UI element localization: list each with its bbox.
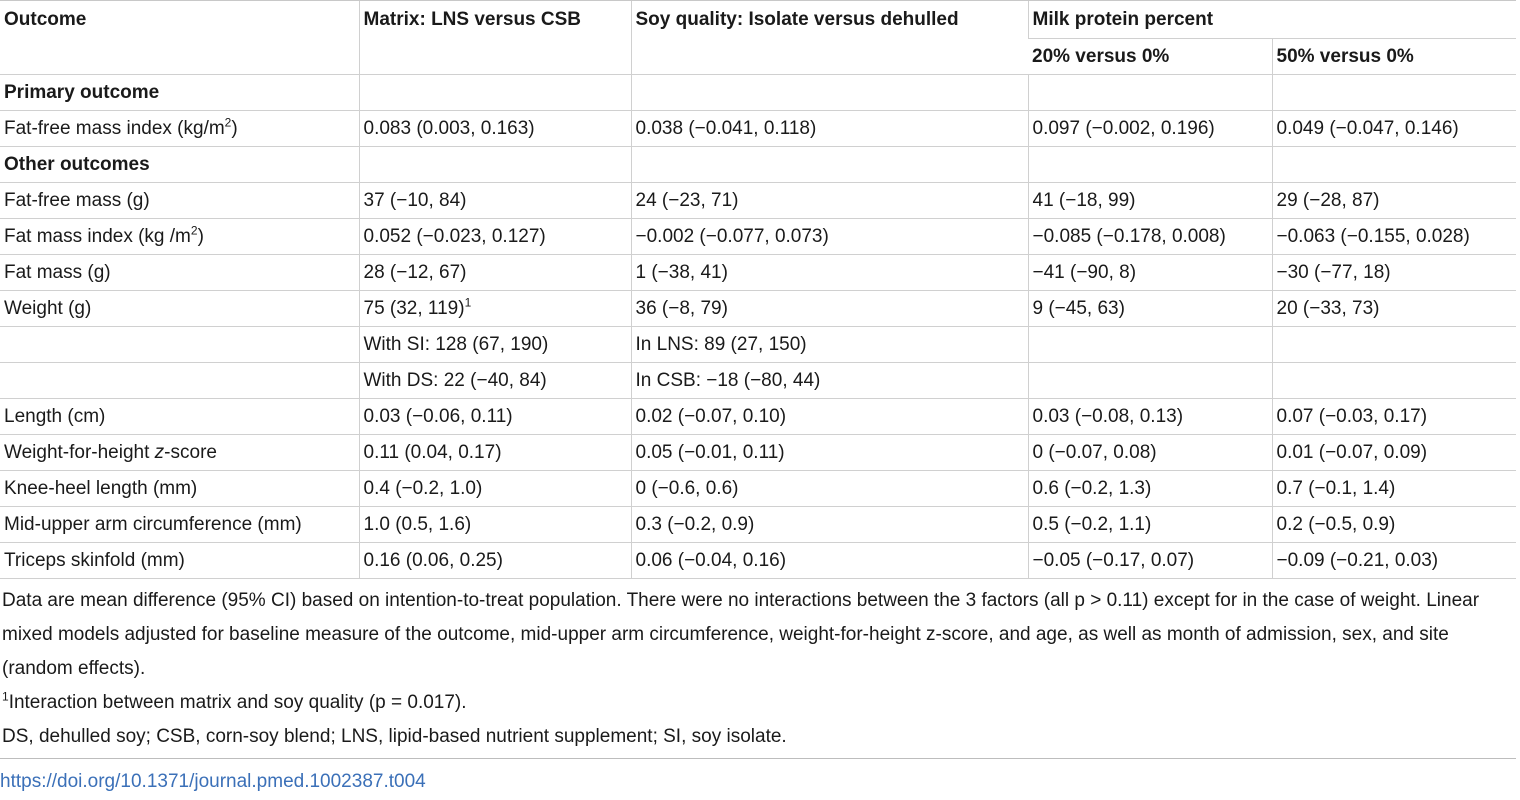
table-row: Weight (g) 75 (32, 119)1 36 (−8, 79) 9 (… xyxy=(0,290,1516,327)
table-row: Other outcomes xyxy=(0,146,1516,183)
cell-matrix: 0.4 (−0.2, 1.0) xyxy=(358,470,631,507)
table-row: Mid-upper arm circumference (mm) 1.0 (0.… xyxy=(0,506,1516,543)
header-soy-quality: Soy quality: Isolate versus dehulled xyxy=(630,0,1028,75)
footnote-marker: 1 xyxy=(464,295,472,310)
cell-matrix: 37 (−10, 84) xyxy=(358,182,631,219)
cell-matrix: With DS: 22 (−40, 84) xyxy=(358,362,631,399)
cell-soy: In CSB: −18 (−80, 44) xyxy=(630,362,1028,399)
cell-milk-50: −0.09 (−0.21, 0.03) xyxy=(1271,542,1516,579)
table-row: Fat-free mass (g) 37 (−10, 84) 24 (−23, … xyxy=(0,182,1516,219)
cell-matrix: With SI: 128 (67, 190) xyxy=(358,326,631,363)
note-abbreviations: DS, dehulled soy; CSB, corn-soy blend; L… xyxy=(2,726,787,747)
cell-milk-50: 0.049 (−0.047, 0.146) xyxy=(1271,110,1516,147)
cell-milk-50: 29 (−28, 87) xyxy=(1271,182,1516,219)
header-matrix: Matrix: LNS versus CSB xyxy=(358,0,631,75)
results-table: Outcome Matrix: LNS versus CSB Soy quali… xyxy=(0,0,1516,579)
table-row: Fat mass (g) 28 (−12, 67) 1 (−38, 41) −4… xyxy=(0,254,1516,291)
cell-matrix: 0.16 (0.06, 0.25) xyxy=(358,542,631,579)
cell-milk-50: 0.7 (−0.1, 1.4) xyxy=(1271,470,1516,507)
cell-matrix: 0.03 (−0.06, 0.11) xyxy=(358,398,631,435)
cell-matrix: 0.11 (0.04, 0.17) xyxy=(358,434,631,471)
cell-soy: 0.05 (−0.01, 0.11) xyxy=(630,434,1028,471)
cell-milk-20: 0.03 (−0.08, 0.13) xyxy=(1027,398,1272,435)
note-main: Data are mean difference (95% CI) based … xyxy=(2,590,1480,679)
cell-milk-20: 0.097 (−0.002, 0.196) xyxy=(1027,110,1272,147)
cell-soy: 24 (−23, 71) xyxy=(630,182,1028,219)
cell-milk-20: −41 (−90, 8) xyxy=(1027,254,1272,291)
table-row: Weight-for-height z-score 0.11 (0.04, 0.… xyxy=(0,434,1516,471)
cell-soy: 0.3 (−0.2, 0.9) xyxy=(630,506,1028,543)
table-row: With SI: 128 (67, 190) In LNS: 89 (27, 1… xyxy=(0,326,1516,363)
cell-milk-20: −0.085 (−0.178, 0.008) xyxy=(1027,218,1272,255)
row-label: Fat-free mass (g) xyxy=(0,182,359,219)
cell-milk-50: −0.063 (−0.155, 0.028) xyxy=(1271,218,1516,255)
cell-soy: 0.038 (−0.041, 0.118) xyxy=(630,110,1028,147)
table-row: Triceps skinfold (mm) 0.16 (0.06, 0.25) … xyxy=(0,542,1516,579)
row-label: Fat mass (g) xyxy=(0,254,359,291)
cell-matrix: 75 (32, 119)1 xyxy=(358,290,631,327)
table-row: With DS: 22 (−40, 84) In CSB: −18 (−80, … xyxy=(0,362,1516,399)
cell-soy: 36 (−8, 79) xyxy=(630,290,1028,327)
table-row: Length (cm) 0.03 (−0.06, 0.11) 0.02 (−0.… xyxy=(0,398,1516,435)
row-label: Weight (g) xyxy=(0,290,359,327)
cell-soy: 0.06 (−0.04, 0.16) xyxy=(630,542,1028,579)
cell-milk-20: 0 (−0.07, 0.08) xyxy=(1027,434,1272,471)
cell-matrix: 0.083 (0.003, 0.163) xyxy=(358,110,631,147)
cell-milk-50: 0.01 (−0.07, 0.09) xyxy=(1271,434,1516,471)
cell-milk-50: −30 (−77, 18) xyxy=(1271,254,1516,291)
cell-milk-20: 0.5 (−0.2, 1.1) xyxy=(1027,506,1272,543)
cell-soy: 0.02 (−0.07, 0.10) xyxy=(630,398,1028,435)
cell-matrix: 28 (−12, 67) xyxy=(358,254,631,291)
table-row: Fat-free mass index (kg/m2) 0.083 (0.003… xyxy=(0,110,1516,147)
row-label: Fat-free mass index (kg/m2) xyxy=(0,110,359,147)
header-milk-20: 20% versus 0% xyxy=(1028,38,1272,75)
header-milk-50: 50% versus 0% xyxy=(1271,38,1516,75)
header-outcome: Outcome xyxy=(0,0,359,75)
table-row: Knee-heel length (mm) 0.4 (−0.2, 1.0) 0 … xyxy=(0,470,1516,507)
row-label: Triceps skinfold (mm) xyxy=(0,542,359,579)
row-label: Knee-heel length (mm) xyxy=(0,470,359,507)
row-label: Mid-upper arm circumference (mm) xyxy=(0,506,359,543)
cell-milk-20: −0.05 (−0.17, 0.07) xyxy=(1027,542,1272,579)
section-other-label: Other outcomes xyxy=(0,146,359,183)
doi-footer: https://doi.org/10.1371/journal.pmed.100… xyxy=(0,758,1516,793)
table-row: Fat mass index (kg /m2) 0.052 (−0.023, 0… xyxy=(0,218,1516,255)
row-label: Length (cm) xyxy=(0,398,359,435)
cell-milk-50: 0.2 (−0.5, 0.9) xyxy=(1271,506,1516,543)
cell-milk-20: 9 (−45, 63) xyxy=(1027,290,1272,327)
cell-soy: −0.002 (−0.077, 0.073) xyxy=(630,218,1028,255)
doi-link[interactable]: https://doi.org/10.1371/journal.pmed.100… xyxy=(0,771,426,792)
row-label: Weight-for-height z-score xyxy=(0,434,359,471)
cell-matrix: 1.0 (0.5, 1.6) xyxy=(358,506,631,543)
cell-soy: 1 (−38, 41) xyxy=(630,254,1028,291)
table-row: Primary outcome xyxy=(0,74,1516,111)
cell-milk-50: 20 (−33, 73) xyxy=(1271,290,1516,327)
cell-soy: 0 (−0.6, 0.6) xyxy=(630,470,1028,507)
cell-milk-20: 0.6 (−0.2, 1.3) xyxy=(1027,470,1272,507)
header-milk-protein: Milk protein percent xyxy=(1027,0,1516,39)
cell-matrix: 0.052 (−0.023, 0.127) xyxy=(358,218,631,255)
note-footnote: 1Interaction between matrix and soy qual… xyxy=(2,689,467,713)
cell-milk-50: 0.07 (−0.03, 0.17) xyxy=(1271,398,1516,435)
table-notes: Data are mean difference (95% CI) based … xyxy=(2,584,1514,754)
cell-soy: In LNS: 89 (27, 150) xyxy=(630,326,1028,363)
section-primary-label: Primary outcome xyxy=(0,74,359,111)
cell-milk-20: 41 (−18, 99) xyxy=(1027,182,1272,219)
row-label: Fat mass index (kg /m2) xyxy=(0,218,359,255)
